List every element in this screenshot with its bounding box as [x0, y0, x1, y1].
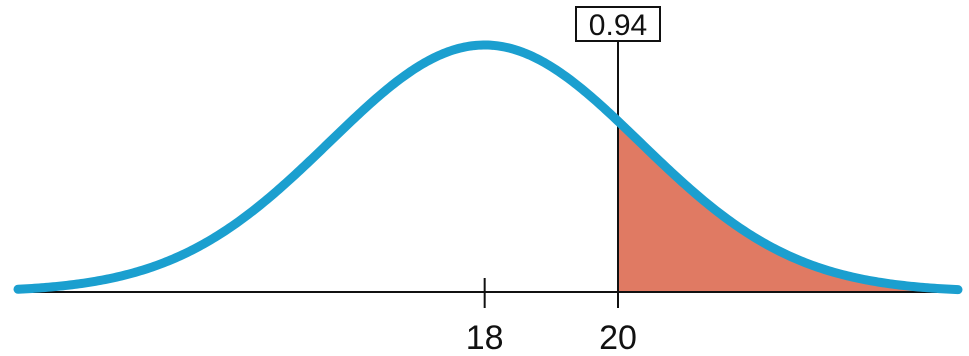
tick-label-18: 18 — [466, 319, 504, 356]
tick-label-20: 20 — [599, 319, 637, 356]
shaded-right-tail-area — [618, 121, 958, 293]
marker-label: 0.94 — [589, 9, 647, 42]
normal-curve-line — [13, 40, 963, 295]
marker-label-box — [575, 6, 661, 42]
